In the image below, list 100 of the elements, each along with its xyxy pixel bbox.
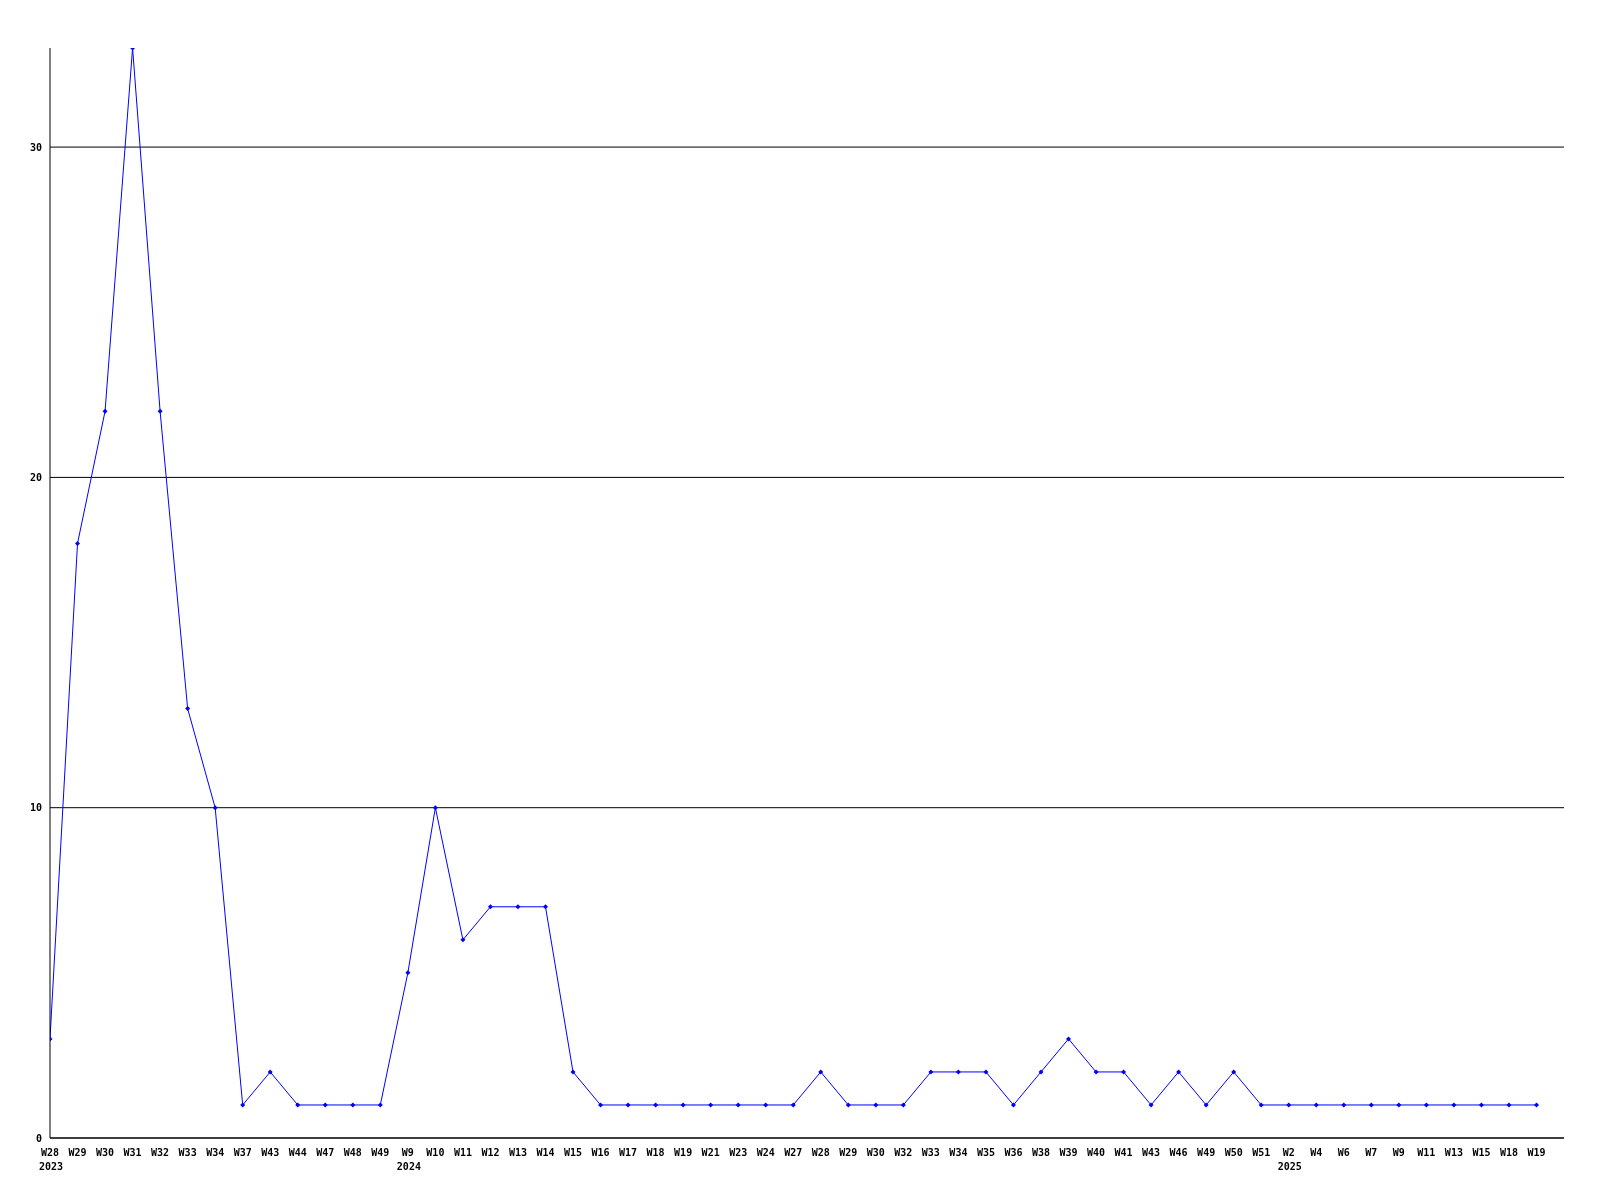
x-tick-label: W39: [1059, 1147, 1078, 1158]
point: [1258, 1102, 1264, 1108]
x-tick-label: W32: [894, 1147, 913, 1158]
x-tick-label: W6: [1337, 1147, 1350, 1158]
x-tick-label: W24: [756, 1147, 775, 1158]
point: [680, 1102, 686, 1108]
point: [267, 1069, 273, 1075]
point: [983, 1069, 989, 1075]
point: [1093, 1069, 1099, 1075]
y-tick-label: 10: [29, 802, 42, 814]
point: [212, 805, 218, 811]
point: [542, 904, 548, 910]
x-tick-label: W2 2025: [1277, 1147, 1302, 1172]
point: [1368, 1102, 1374, 1108]
point: [405, 970, 411, 976]
point: [818, 1069, 824, 1075]
x-tick-label: W41: [1114, 1147, 1133, 1158]
x-tick-label: W40: [1087, 1147, 1106, 1158]
point: [1533, 1102, 1539, 1108]
point: [1451, 1102, 1457, 1108]
point: [350, 1102, 356, 1108]
point: [377, 1102, 383, 1108]
point: [1506, 1102, 1512, 1108]
y-tick-label: 20: [29, 471, 42, 483]
point: [1341, 1102, 1347, 1108]
y-tick-label: 30: [29, 141, 42, 153]
x-tick-label: W35: [976, 1147, 995, 1158]
x-tick-label: W13: [508, 1147, 527, 1158]
x-tick-label: W46: [1169, 1147, 1188, 1158]
point: [790, 1102, 796, 1108]
x-tick-label: W18: [646, 1147, 665, 1158]
point: [570, 1069, 576, 1075]
x-tick-label: W4: [1310, 1147, 1323, 1158]
x-tick-label: W9: [1392, 1147, 1405, 1158]
x-tick-label: W51: [1252, 1147, 1271, 1158]
point: [1286, 1102, 1292, 1108]
point: [295, 1102, 301, 1108]
point: [598, 1102, 604, 1108]
x-tick-label: W11: [453, 1147, 472, 1158]
point: [157, 408, 163, 414]
x-tick-label: W43: [261, 1147, 280, 1158]
x-tick-label: W28 2023: [39, 1147, 64, 1172]
point: [1176, 1069, 1182, 1075]
x-tick-label: W30: [96, 1147, 115, 1158]
x-tick-label: W16: [591, 1147, 610, 1158]
x-tick-label: W17: [619, 1147, 638, 1158]
point: [1066, 1036, 1072, 1042]
x-tick-label: W33: [921, 1147, 940, 1158]
point: [1396, 1102, 1402, 1108]
point: [1231, 1069, 1237, 1075]
x-tick-label: W34: [206, 1147, 225, 1158]
x-tick-label: W13: [1444, 1147, 1463, 1158]
point: [240, 1102, 246, 1108]
point: [653, 1102, 659, 1108]
x-tick-label: W19: [1527, 1147, 1546, 1158]
point: [708, 1102, 714, 1108]
point: [900, 1102, 906, 1108]
x-tick-label: W14: [536, 1147, 555, 1158]
point: [845, 1102, 851, 1108]
x-tick-label: W28: [811, 1147, 830, 1158]
x-tick-label: W37: [233, 1147, 252, 1158]
x-tick-label: W49: [1197, 1147, 1216, 1158]
point: [1313, 1102, 1319, 1108]
point: [185, 706, 191, 712]
point: [432, 805, 438, 811]
point: [1203, 1102, 1209, 1108]
point: [763, 1102, 769, 1108]
x-tick-label: W29: [839, 1147, 858, 1158]
point: [515, 904, 521, 910]
x-tick-label: W31: [123, 1147, 142, 1158]
point: [460, 937, 466, 943]
point: [1121, 1069, 1127, 1075]
point: [955, 1069, 961, 1075]
point: [873, 1102, 879, 1108]
x-tick-label: W49: [371, 1147, 390, 1158]
x-tick-label: W47: [316, 1147, 335, 1158]
x-tick-label: W30: [866, 1147, 885, 1158]
x-tick-label: W44: [288, 1147, 307, 1158]
x-tick-label: W48: [343, 1147, 362, 1158]
x-tick-label: W29: [68, 1147, 87, 1158]
point: [928, 1069, 934, 1075]
x-tick-label: W32: [151, 1147, 170, 1158]
x-tick-label: W36: [1004, 1147, 1023, 1158]
point: [1038, 1069, 1044, 1075]
x-tick-label: W10: [426, 1147, 445, 1158]
x-tick-label: W38: [1031, 1147, 1051, 1158]
point: [102, 408, 108, 414]
x-tick-label: W9 2024: [396, 1147, 421, 1172]
x-tick-label: W34: [949, 1147, 968, 1158]
point: [1423, 1102, 1429, 1108]
point: [1478, 1102, 1484, 1108]
y-tick-label: 0: [35, 1132, 42, 1144]
x-tick-label: W23: [729, 1147, 748, 1158]
point: [735, 1102, 741, 1108]
x-tick-label: W43: [1142, 1147, 1161, 1158]
x-tick-label: W33: [178, 1147, 197, 1158]
point: [625, 1102, 631, 1108]
x-tick-label: W15: [563, 1147, 583, 1158]
x-tick-label: W18: [1499, 1147, 1518, 1158]
x-tick-label: W7: [1365, 1147, 1378, 1158]
